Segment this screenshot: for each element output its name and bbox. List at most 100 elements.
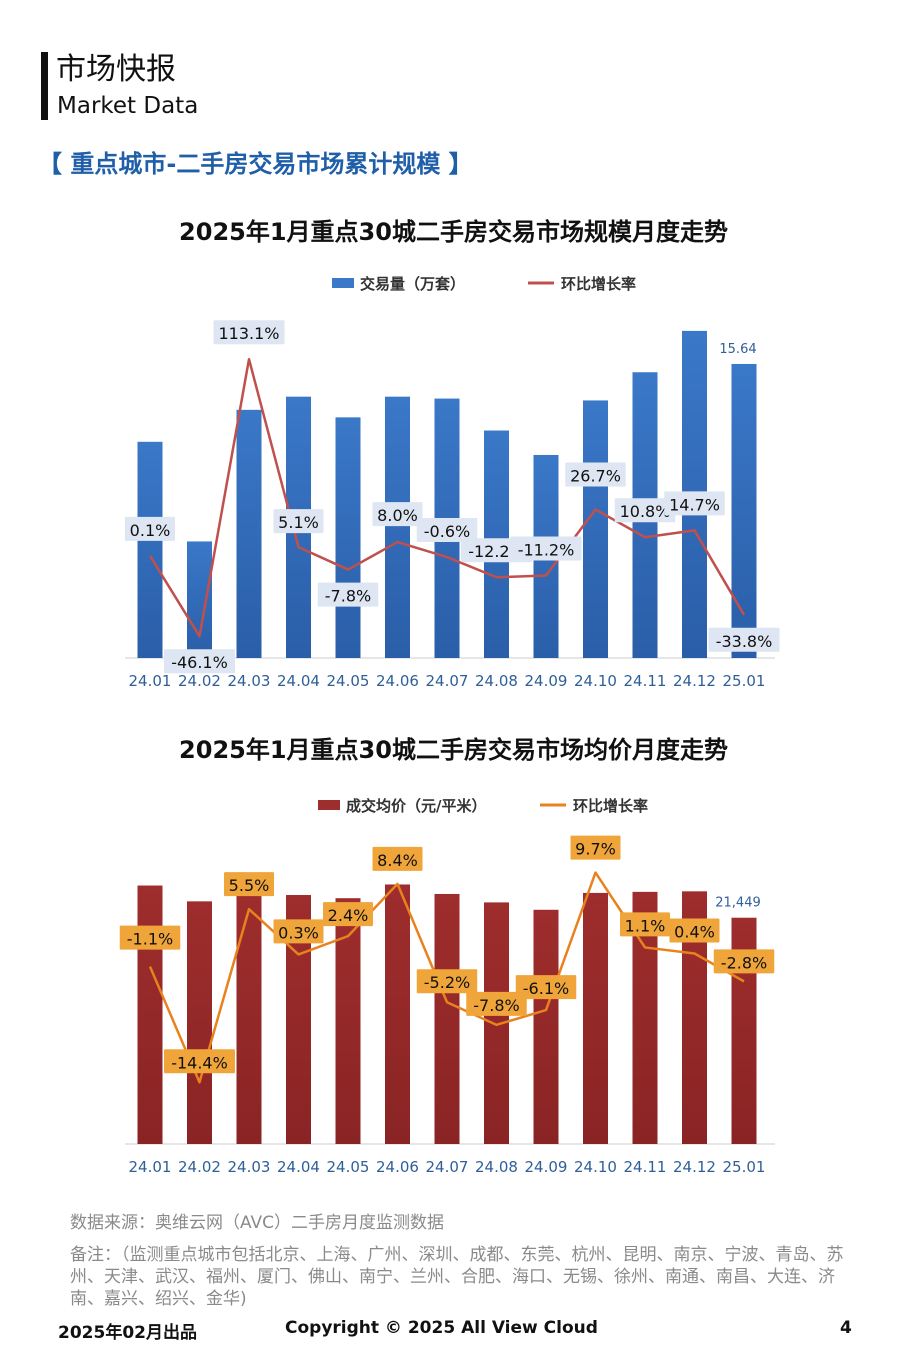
legend-bar-swatch [318, 800, 340, 810]
bar-24.01 [137, 441, 163, 658]
x-tick-24.04: 24.04 [277, 1158, 320, 1176]
rate-label-24.03: 5.5% [229, 876, 270, 895]
rate-label-24.12: 14.7% [669, 495, 720, 514]
rate-label-24.05: 2.4% [328, 906, 369, 925]
rate-label-bg-24.01 [125, 516, 175, 541]
x-tick-24.05: 24.05 [327, 672, 370, 690]
growth-rate-line [148, 357, 746, 638]
rate-label-24.08: -7.8% [473, 996, 519, 1015]
bar-24.03 [236, 893, 262, 1144]
rate-label-bg-24.09 [510, 536, 582, 561]
rate-label-24.09: -6.1% [523, 979, 569, 998]
volume-chart: 交易量（万套） 环比增长率 15.64 0.1% -46.1% 113.1% 5.1% -7.… [125, 275, 780, 690]
rate-label-24.05: -7.8% [325, 587, 371, 606]
footer-date: 2025年02月出品 [58, 1323, 197, 1343]
footer-copyright: Copyright © 2025 All View Cloud [285, 1318, 598, 1338]
x-tick-24.11: 24.11 [624, 672, 667, 690]
x-tick-24.03: 24.03 [228, 672, 271, 690]
rate-label-bg-24.11 [614, 498, 676, 523]
rate-label-24.02: -14.4% [171, 1053, 228, 1072]
rate-label-24.04: 5.1% [278, 513, 319, 532]
growth-rate-line [148, 871, 745, 1084]
rate-label-24.06: 8.0% [377, 506, 418, 525]
x-tick-24.08: 24.08 [475, 1158, 518, 1176]
x-tick-24.02: 24.02 [178, 672, 221, 690]
rate-label-bg-24.05 [317, 582, 379, 607]
bar-24.10 [583, 400, 608, 658]
rate-label-bg-24.06 [372, 502, 423, 527]
rate-label-bg-25.01 [708, 627, 780, 652]
bar-24.02 [187, 901, 212, 1144]
rate-label-24.07: -0.6% [424, 522, 470, 541]
rate-label-24.10: 9.7% [575, 840, 616, 859]
x-tick-24.10: 24.10 [574, 1158, 617, 1176]
x-tick-24.04: 24.04 [277, 672, 320, 690]
legend-bar-label: 成交均价（元/平米） [346, 797, 486, 815]
rate-label-bg-24.03 [213, 320, 285, 345]
x-tick-24.07: 24.07 [426, 1158, 469, 1176]
bar-24.05 [335, 417, 361, 658]
rate-label-24.06: 8.4% [377, 851, 418, 870]
rate-label-24.01: 0.1% [130, 521, 171, 540]
rate-label-24.10: 26.7% [570, 467, 621, 486]
rate-label-24.02: -46.1% [171, 653, 228, 672]
x-tick-24.03: 24.03 [228, 1158, 271, 1176]
rate-label-24.09: -11.2% [518, 540, 575, 559]
x-tick-24.07: 24.07 [426, 672, 469, 690]
bar-24.03 [236, 409, 262, 658]
rate-label-24.12: 0.4% [674, 923, 715, 942]
x-tick-24.02: 24.02 [178, 1158, 221, 1176]
header-accent-bar [41, 52, 48, 120]
x-tick-24.08: 24.08 [475, 672, 518, 690]
legend-bar-swatch [332, 278, 354, 288]
legend-line-label: 环比增长率 [573, 797, 648, 815]
rate-label-bg-24.12 [664, 491, 725, 516]
x-tick-24.10: 24.10 [574, 672, 617, 690]
x-tick-24.01: 24.01 [129, 672, 172, 690]
x-tick-24.12: 24.12 [673, 672, 716, 690]
rate-label-bg-25.01 [713, 949, 775, 974]
last-bar-value-label: 15.64 [719, 342, 756, 357]
rate-label-bg-24.08 [466, 991, 527, 1016]
rate-label-24.07: -5.2% [424, 973, 470, 992]
rate-label-bg-24.07 [416, 518, 478, 543]
rate-label-24.11: 1.1% [625, 916, 666, 935]
city-list-note: 备注：（监测重点城市包括北京、上海、广州、深圳、成都、东莞、杭州、昆明、南京、宁… [70, 1245, 844, 1309]
x-tick-24.09: 24.09 [525, 672, 568, 690]
x-tick-24.11: 24.11 [624, 1158, 667, 1176]
bar-24.06 [385, 884, 410, 1144]
rate-label-bg-24.10 [565, 462, 626, 487]
header-title-cn: 市场快报 [56, 52, 176, 87]
rate-label-bg-24.12 [669, 918, 720, 943]
rate-label-bg-24.09 [515, 975, 577, 1000]
legend-bar-label: 交易量（万套） [360, 275, 465, 293]
bar-25.01 [731, 363, 757, 658]
chart1-title: 2025年1月重点30城二手房交易市场规模月度走势 [179, 218, 728, 246]
rate-label-bg-24.07 [416, 969, 478, 994]
bar-24.02 [187, 541, 212, 658]
bar-24.07 [434, 893, 460, 1144]
data-source-note: 数据来源：奥维云网（AVC）二手房月度监测数据 [70, 1213, 445, 1233]
price-chart: 成交均价（元/平米） 环比增长率 21,449 -1.1% -14.4% 5.5% 0.3%… [119, 797, 775, 1176]
rate-label-bg-24.02 [164, 649, 235, 674]
section-title: 【 重点城市-二手房交易市场累计规模 】 [38, 150, 473, 178]
chart2-title: 2025年1月重点30城二手房交易市场均价月度走势 [179, 736, 728, 764]
rate-label-25.01: -33.8% [716, 632, 773, 651]
x-tick-24.05: 24.05 [327, 1158, 370, 1176]
rate-label-bg-24.11 [620, 912, 670, 937]
rate-label-bg-24.05 [323, 902, 373, 927]
rate-label-bg-24.04 [273, 509, 324, 534]
rate-label-bg-24.04 [273, 919, 324, 944]
rate-label-bg-24.03 [224, 872, 274, 897]
bar-24.09 [533, 909, 559, 1144]
header-title-en: Market Data [57, 93, 199, 119]
bar-24.06 [385, 396, 410, 658]
x-tick-25.01: 25.01 [723, 672, 766, 690]
x-tick-24.01: 24.01 [129, 1158, 172, 1176]
x-tick-24.09: 24.09 [525, 1158, 568, 1176]
last-bar-value-label: 21,449 [715, 896, 761, 911]
rate-label-24.03: 113.1% [218, 324, 279, 343]
rate-label-bg-24.06 [372, 846, 423, 871]
rate-label-bg-24.10 [570, 835, 621, 860]
x-tick-25.01: 25.01 [723, 1158, 766, 1176]
